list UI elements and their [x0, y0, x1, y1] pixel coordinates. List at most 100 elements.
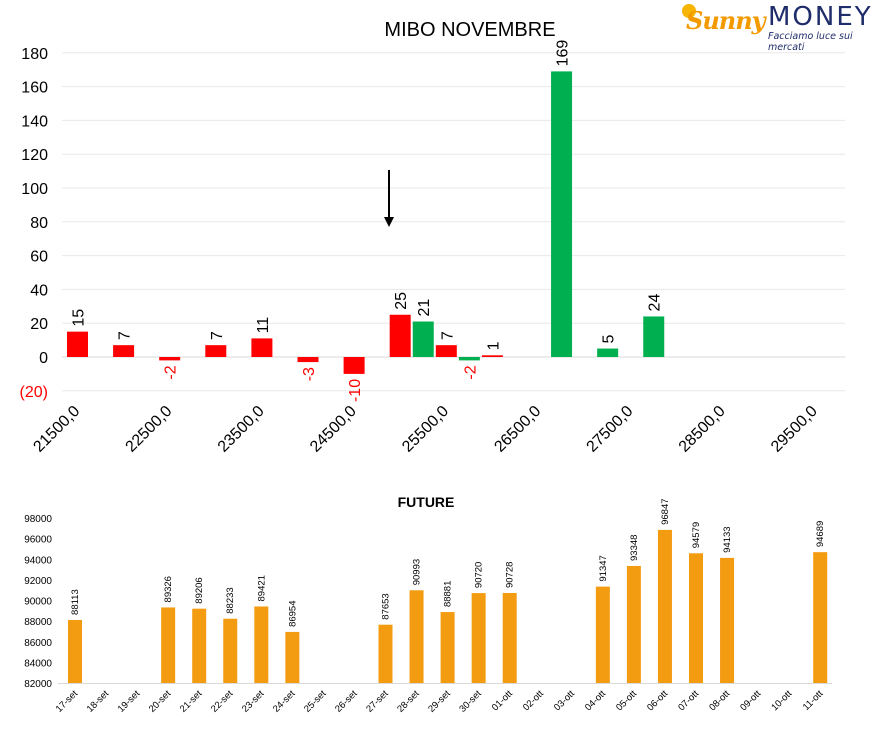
chart1-data-label: 169	[555, 40, 572, 67]
chart1-ytick-label: 60	[30, 249, 48, 266]
chart2-xtick-label: 25-set	[302, 688, 329, 715]
chart1-data-label: 5	[601, 335, 618, 344]
chart2-xtick-label: 18-set	[85, 688, 112, 715]
chart2-xtick-label: 26-set	[333, 688, 360, 715]
chart1-xtick-label: 21500,0	[30, 403, 83, 456]
logo-brand-right: MONEY	[768, 2, 873, 32]
chart1-bar-red	[159, 357, 181, 361]
chart1-xtick-label: 28500,0	[676, 403, 729, 456]
chart1-data-label: -3	[301, 367, 318, 381]
chart1-xtick-label: 29500,0	[768, 403, 821, 456]
chart1-xtick-label: 25500,0	[399, 403, 452, 456]
chart1-bar-red	[113, 345, 135, 357]
chart2-data-label: 90728	[505, 562, 516, 588]
chart1-bar-red	[67, 331, 88, 357]
chart2-bar	[285, 631, 300, 683]
chart1-bar-red	[297, 357, 319, 363]
chart1-data-label: 24	[647, 294, 664, 312]
chart2-data-label: 87653	[381, 593, 392, 619]
chart2-xtick-label: 09-ott	[738, 688, 763, 713]
chart2-data-label: 94579	[691, 522, 702, 548]
chart1-bar-green	[458, 357, 480, 361]
chart2-data-label: 96847	[660, 498, 671, 524]
chart2-bar	[192, 608, 207, 683]
chart2-ytick-label: 92000	[24, 576, 52, 587]
chart2-xtick-label: 28-set	[395, 688, 422, 715]
chart1-ytick-label: 180	[21, 46, 48, 63]
chart1-ytick-label: 40	[30, 282, 48, 299]
chart2-ytick-label: 96000	[24, 535, 52, 546]
sun-icon	[682, 4, 696, 18]
chart1-data-label: 7	[209, 331, 226, 340]
chart1-data-label: -2	[163, 365, 180, 379]
chart1-data-label: 7	[439, 331, 456, 340]
logo-brand-left: Sunny	[686, 6, 766, 35]
chart2-data-label: 86954	[287, 600, 298, 626]
chart1-bar-red	[435, 345, 457, 357]
chart1-xtick-label: 22500,0	[123, 403, 176, 456]
chart2-data-label: 90720	[474, 562, 485, 588]
logo-tagline: Facciamo luce sui mercati	[768, 31, 853, 53]
chart2-bar	[161, 607, 176, 683]
chart2-bar	[68, 619, 82, 683]
chart1-bar-red	[481, 355, 503, 357]
chart2-bar	[409, 590, 424, 683]
chart2-xtick-label: 30-set	[457, 688, 484, 715]
chart2-xtick-label: 17-set	[54, 688, 81, 715]
chart1-ytick-label: (20)	[20, 384, 48, 401]
chart1-data-label: 21	[416, 299, 433, 317]
chart2-xtick-label: 02-ott	[521, 688, 546, 713]
chart2-bar	[657, 529, 672, 683]
chart2-data-label: 89421	[256, 575, 267, 601]
chart2-data-label: 91347	[598, 555, 609, 581]
chart1-title: MIBO NOVEMBRE	[384, 19, 555, 41]
chart2-xtick-label: 23-set	[240, 688, 267, 715]
chart2-data-label: 94133	[722, 526, 733, 552]
sunny-money-logo: Sunny MONEY Facciamo luce sui mercati	[682, 2, 882, 53]
chart2-xtick-label: 11-ott	[801, 688, 826, 713]
chart1-xtick-label: 26500,0	[491, 403, 544, 456]
down-arrow-head-icon	[384, 217, 394, 227]
chart2-ytick-label: 88000	[24, 617, 52, 628]
chart2-ytick-label: 98000	[24, 514, 52, 525]
chart2-bar	[626, 565, 641, 683]
chart1-data-label: -10	[347, 379, 364, 402]
chart2-data-label: 90993	[412, 559, 423, 585]
chart2-bar	[813, 552, 828, 683]
chart1-bar-green	[597, 348, 619, 357]
chart2-bar	[254, 606, 269, 683]
chart1-bar-green	[412, 321, 434, 357]
chart2-title: FUTURE	[398, 494, 455, 510]
chart2-ytick-label: 84000	[24, 658, 52, 669]
chart2-xtick-label: 04-ott	[583, 688, 608, 713]
chart2-xtick-label: 21-set	[178, 688, 205, 715]
chart2-ytick-label: 86000	[24, 638, 52, 649]
chart1-data-label: 7	[117, 331, 134, 340]
chart2-xtick-label: 01-ott	[490, 688, 515, 713]
chart1-bar-red	[251, 338, 273, 357]
chart2-xtick-label: 20-set	[147, 688, 174, 715]
chart1-bar-red	[343, 357, 365, 374]
chart1-ytick-label: 120	[21, 147, 48, 164]
chart1-data-label: 11	[255, 317, 272, 334]
chart2-data-label: 88233	[225, 587, 236, 613]
chart2-bar	[378, 624, 393, 683]
chart1-bar-red	[205, 345, 227, 357]
chart1-ytick-label: 100	[21, 181, 48, 198]
chart1-ytick-label: 0	[39, 350, 48, 367]
chart2-data-label: 94689	[815, 521, 826, 547]
chart1-xtick-label: 27500,0	[584, 403, 637, 456]
chart2-xtick-label: 27-set	[364, 688, 391, 715]
chart2-data-label: 88113	[70, 589, 81, 615]
chart2-bar	[223, 618, 238, 683]
chart2-bar	[595, 586, 610, 683]
chart2-xtick-label: 06-ott	[645, 688, 670, 713]
chart2-xtick-label: 24-set	[271, 688, 298, 715]
chart1-bar-green	[643, 316, 665, 357]
chart1-data-label: -2	[462, 365, 479, 379]
chart1-bar-red	[389, 314, 411, 357]
chart2-xtick-label: 05-ott	[614, 688, 639, 713]
chart2-bar	[471, 593, 486, 683]
chart1-xtick-label: 24500,0	[307, 403, 360, 456]
